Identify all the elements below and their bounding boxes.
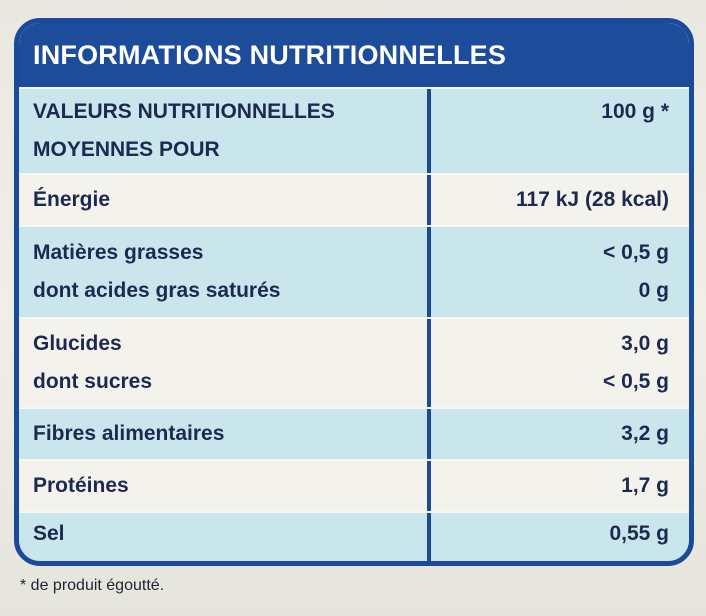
nutrient-value: < 0,5 g [603,241,669,264]
footnote: * de produit égoutté. [20,577,165,594]
row-proteines: Protéines 1,7 g [19,459,689,511]
row-energie: Énergie 117 kJ (28 kcal) [19,173,689,225]
nutrition-table: INFORMATIONS NUTRITIONNELLES VALEURS NUT… [14,18,694,566]
nutrient-subvalue: 0 g [638,279,669,302]
per-quantity-label: 100 g * [601,100,669,123]
row-sel: Sel 0,55 g [19,511,689,561]
nutrient-subname: dont sucres [33,370,153,393]
nutrient-name: Matières grasses [33,241,204,264]
nutrient-name: Glucides [33,332,122,355]
row-matieres-grasses: Matières grasses dont acides gras saturé… [19,225,689,317]
row-glucides: Glucides dont sucres 3,0 g < 0,5 g [19,317,689,407]
nutrient-value: 117 kJ (28 kcal) [516,188,669,211]
nutrient-name: Fibres alimentaires [33,422,225,445]
row-fibres: Fibres alimentaires 3,2 g [19,407,689,459]
nutrient-name: Protéines [33,474,129,497]
nutrient-value: 1,7 g [621,474,669,497]
nutrient-subvalue: < 0,5 g [603,370,669,393]
nutrient-value: 0,55 g [609,522,669,545]
nutrition-title: INFORMATIONS NUTRITIONNELLES [19,23,689,87]
nutrient-subname: dont acides gras saturés [33,279,281,302]
column-label-line1: VALEURS NUTRITIONNELLES [33,100,335,123]
table-header-row: VALEURS NUTRITIONNELLES MOYENNES POUR 10… [19,87,689,173]
column-label-line2: MOYENNES POUR [33,138,220,161]
nutrient-value: 3,2 g [621,422,669,445]
nutrient-value: 3,0 g [621,332,669,355]
nutrient-name: Énergie [33,188,111,211]
nutrient-name: Sel [33,522,65,545]
